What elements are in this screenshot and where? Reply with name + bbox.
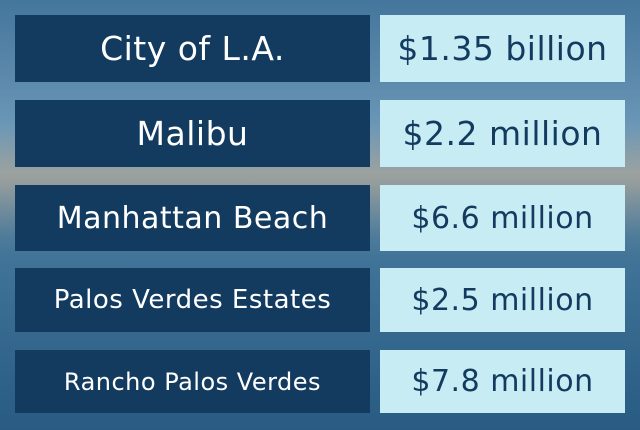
table-row: Palos Verdes Estates $2.5 million	[15, 268, 625, 332]
city-name: Manhattan Beach	[15, 185, 370, 251]
amount: $1.35 billion	[380, 15, 625, 82]
table-row: Malibu $2.2 million	[15, 100, 625, 167]
city-name: Palos Verdes Estates	[15, 268, 370, 332]
amount: $6.6 million	[380, 185, 625, 251]
city-name: Rancho Palos Verdes	[15, 350, 370, 413]
city-name: Malibu	[15, 100, 370, 167]
table-row: Rancho Palos Verdes $7.8 million	[15, 350, 625, 413]
amount: $7.8 million	[380, 350, 625, 413]
amount: $2.2 million	[380, 100, 625, 167]
amount: $2.5 million	[380, 268, 625, 332]
table-row: City of L.A. $1.35 billion	[15, 15, 625, 82]
table-row: Manhattan Beach $6.6 million	[15, 185, 625, 251]
city-name: City of L.A.	[15, 15, 370, 82]
